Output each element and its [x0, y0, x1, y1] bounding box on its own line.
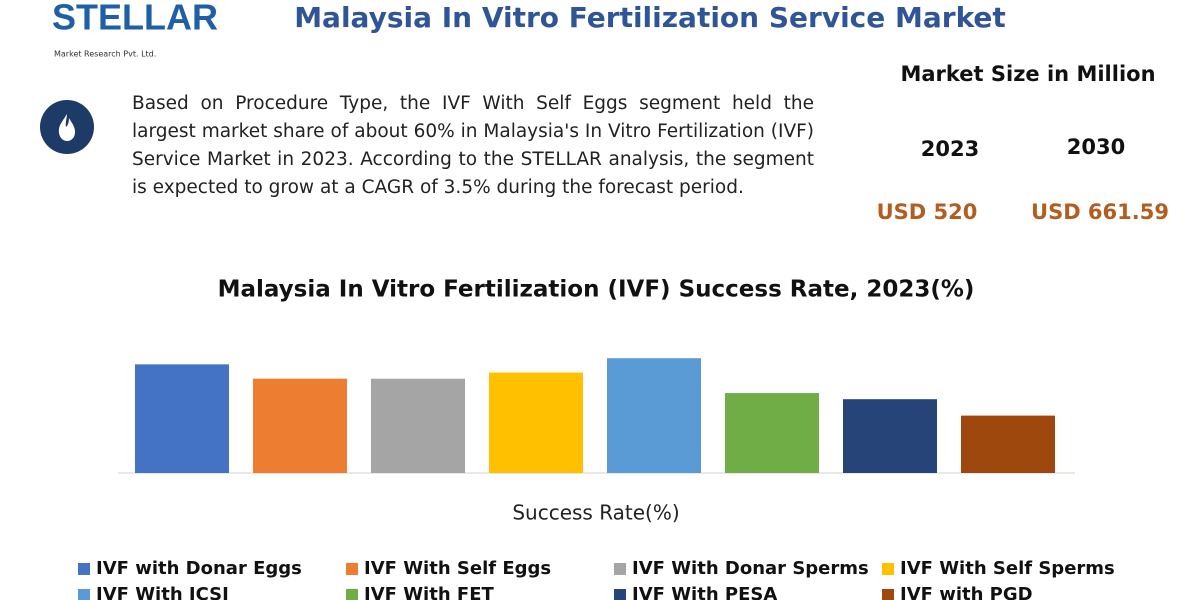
chart-title: Malaysia In Vitro Fertilization (IVF) Su…: [218, 277, 975, 303]
bar: [371, 378, 465, 473]
legend-label: IVF With ICSI: [96, 584, 229, 600]
legend-label: IVF With Self Sperms: [900, 558, 1115, 579]
bar: [843, 399, 937, 473]
bar: [607, 358, 701, 473]
legend-swatch: [346, 563, 358, 575]
flame-icon: [58, 114, 75, 141]
legend-swatch: [882, 563, 894, 575]
legend-label: IVF with PGD: [900, 584, 1033, 600]
summary: Based on Procedure Type, the IVF With Se…: [132, 93, 814, 198]
bar: [725, 393, 819, 473]
bar: [961, 415, 1055, 473]
legend-label: IVF With FET: [364, 584, 494, 600]
bar: [253, 378, 347, 473]
bar: [489, 372, 583, 473]
legend-label: IVF With Self Eggs: [364, 558, 551, 579]
market-value: USD 661.59: [1031, 200, 1169, 224]
page-title: Malaysia In Vitro Fertilization Service …: [294, 1, 1006, 34]
legend-swatch: [78, 563, 90, 575]
year: 2030: [1067, 135, 1125, 159]
legend-swatch: [614, 563, 626, 575]
legend-swatch: [882, 589, 894, 600]
legend-label: IVF with Donar Eggs: [96, 558, 302, 579]
brand: STELLAR: [52, 0, 218, 38]
legend-label: IVF With PESA: [632, 584, 777, 600]
year: 2023: [921, 137, 979, 161]
legend-swatch: [614, 589, 626, 600]
bar: [135, 364, 229, 473]
market-value: USD 520: [877, 200, 978, 224]
legend-swatch: [346, 589, 358, 600]
legend-swatch: [78, 589, 90, 600]
x-axis-label: Success Rate(%): [512, 501, 679, 525]
market-heading: Market Size in Million: [900, 62, 1155, 86]
legend-label: IVF With Donar Sperms: [632, 558, 869, 579]
brand-sub: Market Research Pvt. Ltd.: [54, 50, 156, 59]
